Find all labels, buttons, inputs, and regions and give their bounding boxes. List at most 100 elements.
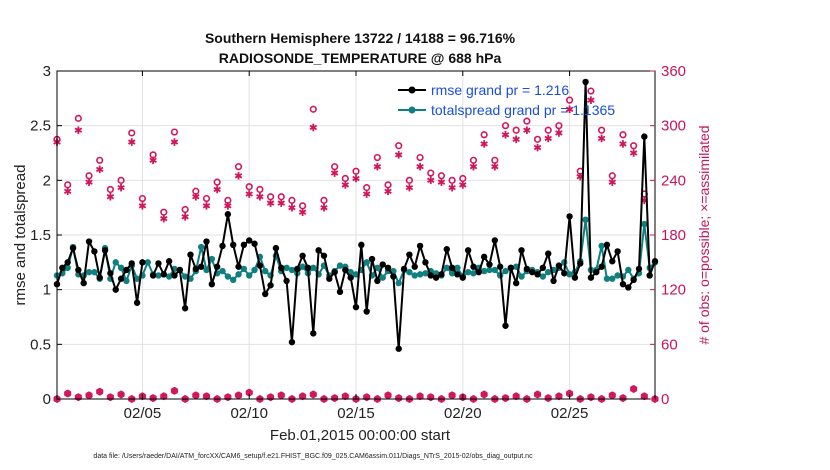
totalspread-marker [235,271,242,278]
rmse-marker [59,264,66,271]
obs-possible-marker [331,163,339,171]
totalspread-marker [64,264,71,271]
obs-possible-marker [181,205,189,214]
obs-assimilated-marker [629,149,638,157]
totalspread-marker [625,266,632,274]
totalspread-marker [598,242,605,250]
obs-assimilated-marker [117,183,125,192]
obs-possible-marker [266,193,275,201]
obs-assimilated-marker [138,202,147,210]
rmse-marker [262,290,269,298]
rmse-marker [496,263,504,270]
rmse-marker [117,275,125,282]
obs-assimilated-marker [555,129,563,137]
rmse-marker [176,266,184,274]
rmse-marker [331,268,338,276]
rmse-marker [395,345,402,352]
rmse-marker [448,264,456,271]
x-axis-label: Feb.01,2015 00:00:00 start [270,427,451,444]
obs-possible-marker [256,185,264,194]
obs-assimilated-marker [266,199,275,207]
rmse-marker [80,279,87,287]
totalspread-marker [165,273,173,280]
rmse-marker [406,251,413,258]
rmse-marker [593,268,600,276]
rmse-marker [480,253,488,261]
obs-assimilated-marker-low [74,393,83,401]
y-tick-label: 0 [43,391,51,408]
rmse-marker [545,250,552,257]
obs-possible-marker [555,122,563,130]
rmse-marker [197,263,205,270]
obs-possible-marker [373,153,381,162]
obs-assimilated-marker [288,203,296,212]
obs-possible-marker [448,176,456,184]
rmse-marker [219,242,226,250]
y-right-tick-label: 0 [661,391,669,408]
totalspread-marker [155,272,162,279]
totalspread-marker [288,266,296,274]
obs-count-layer [53,87,659,403]
obs-assimilated-marker-low [192,391,200,400]
obs-assimilated-marker [320,203,328,212]
rmse-marker [384,264,392,271]
rmse-marker [96,274,103,281]
obs-possible-marker [170,128,179,136]
obs-assimilated-marker-low [63,389,72,398]
totalspread-marker [454,264,461,271]
x-tick-label: 02/25 [551,405,589,422]
rmse-marker [107,270,114,277]
y-tick-label: 1 [43,282,51,299]
obs-assimilated-marker-low [224,393,232,401]
obs-possible-marker [630,142,638,150]
totalspread-marker [406,268,413,276]
obs-assimilated-marker [224,202,232,210]
rmse-marker [336,288,344,296]
rmse-marker [625,284,632,291]
rmse-marker [641,133,648,140]
obs-assimilated-marker-low [448,391,456,400]
rmse-marker [256,262,264,269]
totalspread-marker [262,267,269,275]
y-tick-label: 1.5 [30,227,51,244]
rmse-marker [582,78,589,86]
obs-assimilated-marker [330,169,339,177]
obs-possible-marker [299,202,307,210]
rmse-marker [165,258,173,265]
obs-possible-marker [427,169,435,177]
obs-possible-marker [363,184,371,192]
legend-spread-label: totalspread grand pr = 1.1365 [431,102,615,118]
rmse-marker [454,271,461,278]
obs-assimilated-marker-low [608,391,617,400]
totalspread-marker [545,268,552,276]
obs-possible-marker [395,142,403,150]
obs-assimilated-marker [501,130,510,139]
obs-assimilated-marker [459,181,467,189]
totalspread-marker [502,267,509,275]
obs-assimilated-marker [234,171,243,180]
obs-possible-marker [512,126,520,134]
totalspread-marker [240,265,248,273]
obs-possible-marker [138,194,147,203]
rmse-marker [475,268,483,276]
obs-assimilated-marker-low [117,390,125,399]
rmse-marker [278,264,285,271]
rmse-marker [374,277,381,285]
totalspread-marker [208,255,216,263]
rmse-marker [422,259,429,266]
rmse-marker [64,259,71,266]
rmse-marker [75,266,82,274]
obs-possible-marker [384,181,392,189]
rmse-marker [272,244,280,252]
rmse-marker [85,238,93,245]
obs-assimilated-marker [352,174,360,183]
obs-assimilated-marker [619,140,627,148]
obs-assimilated-marker [256,192,264,201]
obs-assimilated-marker [63,187,72,196]
obs-possible-marker [416,153,424,162]
rmse-marker [133,299,141,306]
obs-possible-marker [202,194,211,203]
rmse-marker [598,263,605,270]
obs-possible-marker [309,105,317,113]
rmse-marker [160,271,167,278]
